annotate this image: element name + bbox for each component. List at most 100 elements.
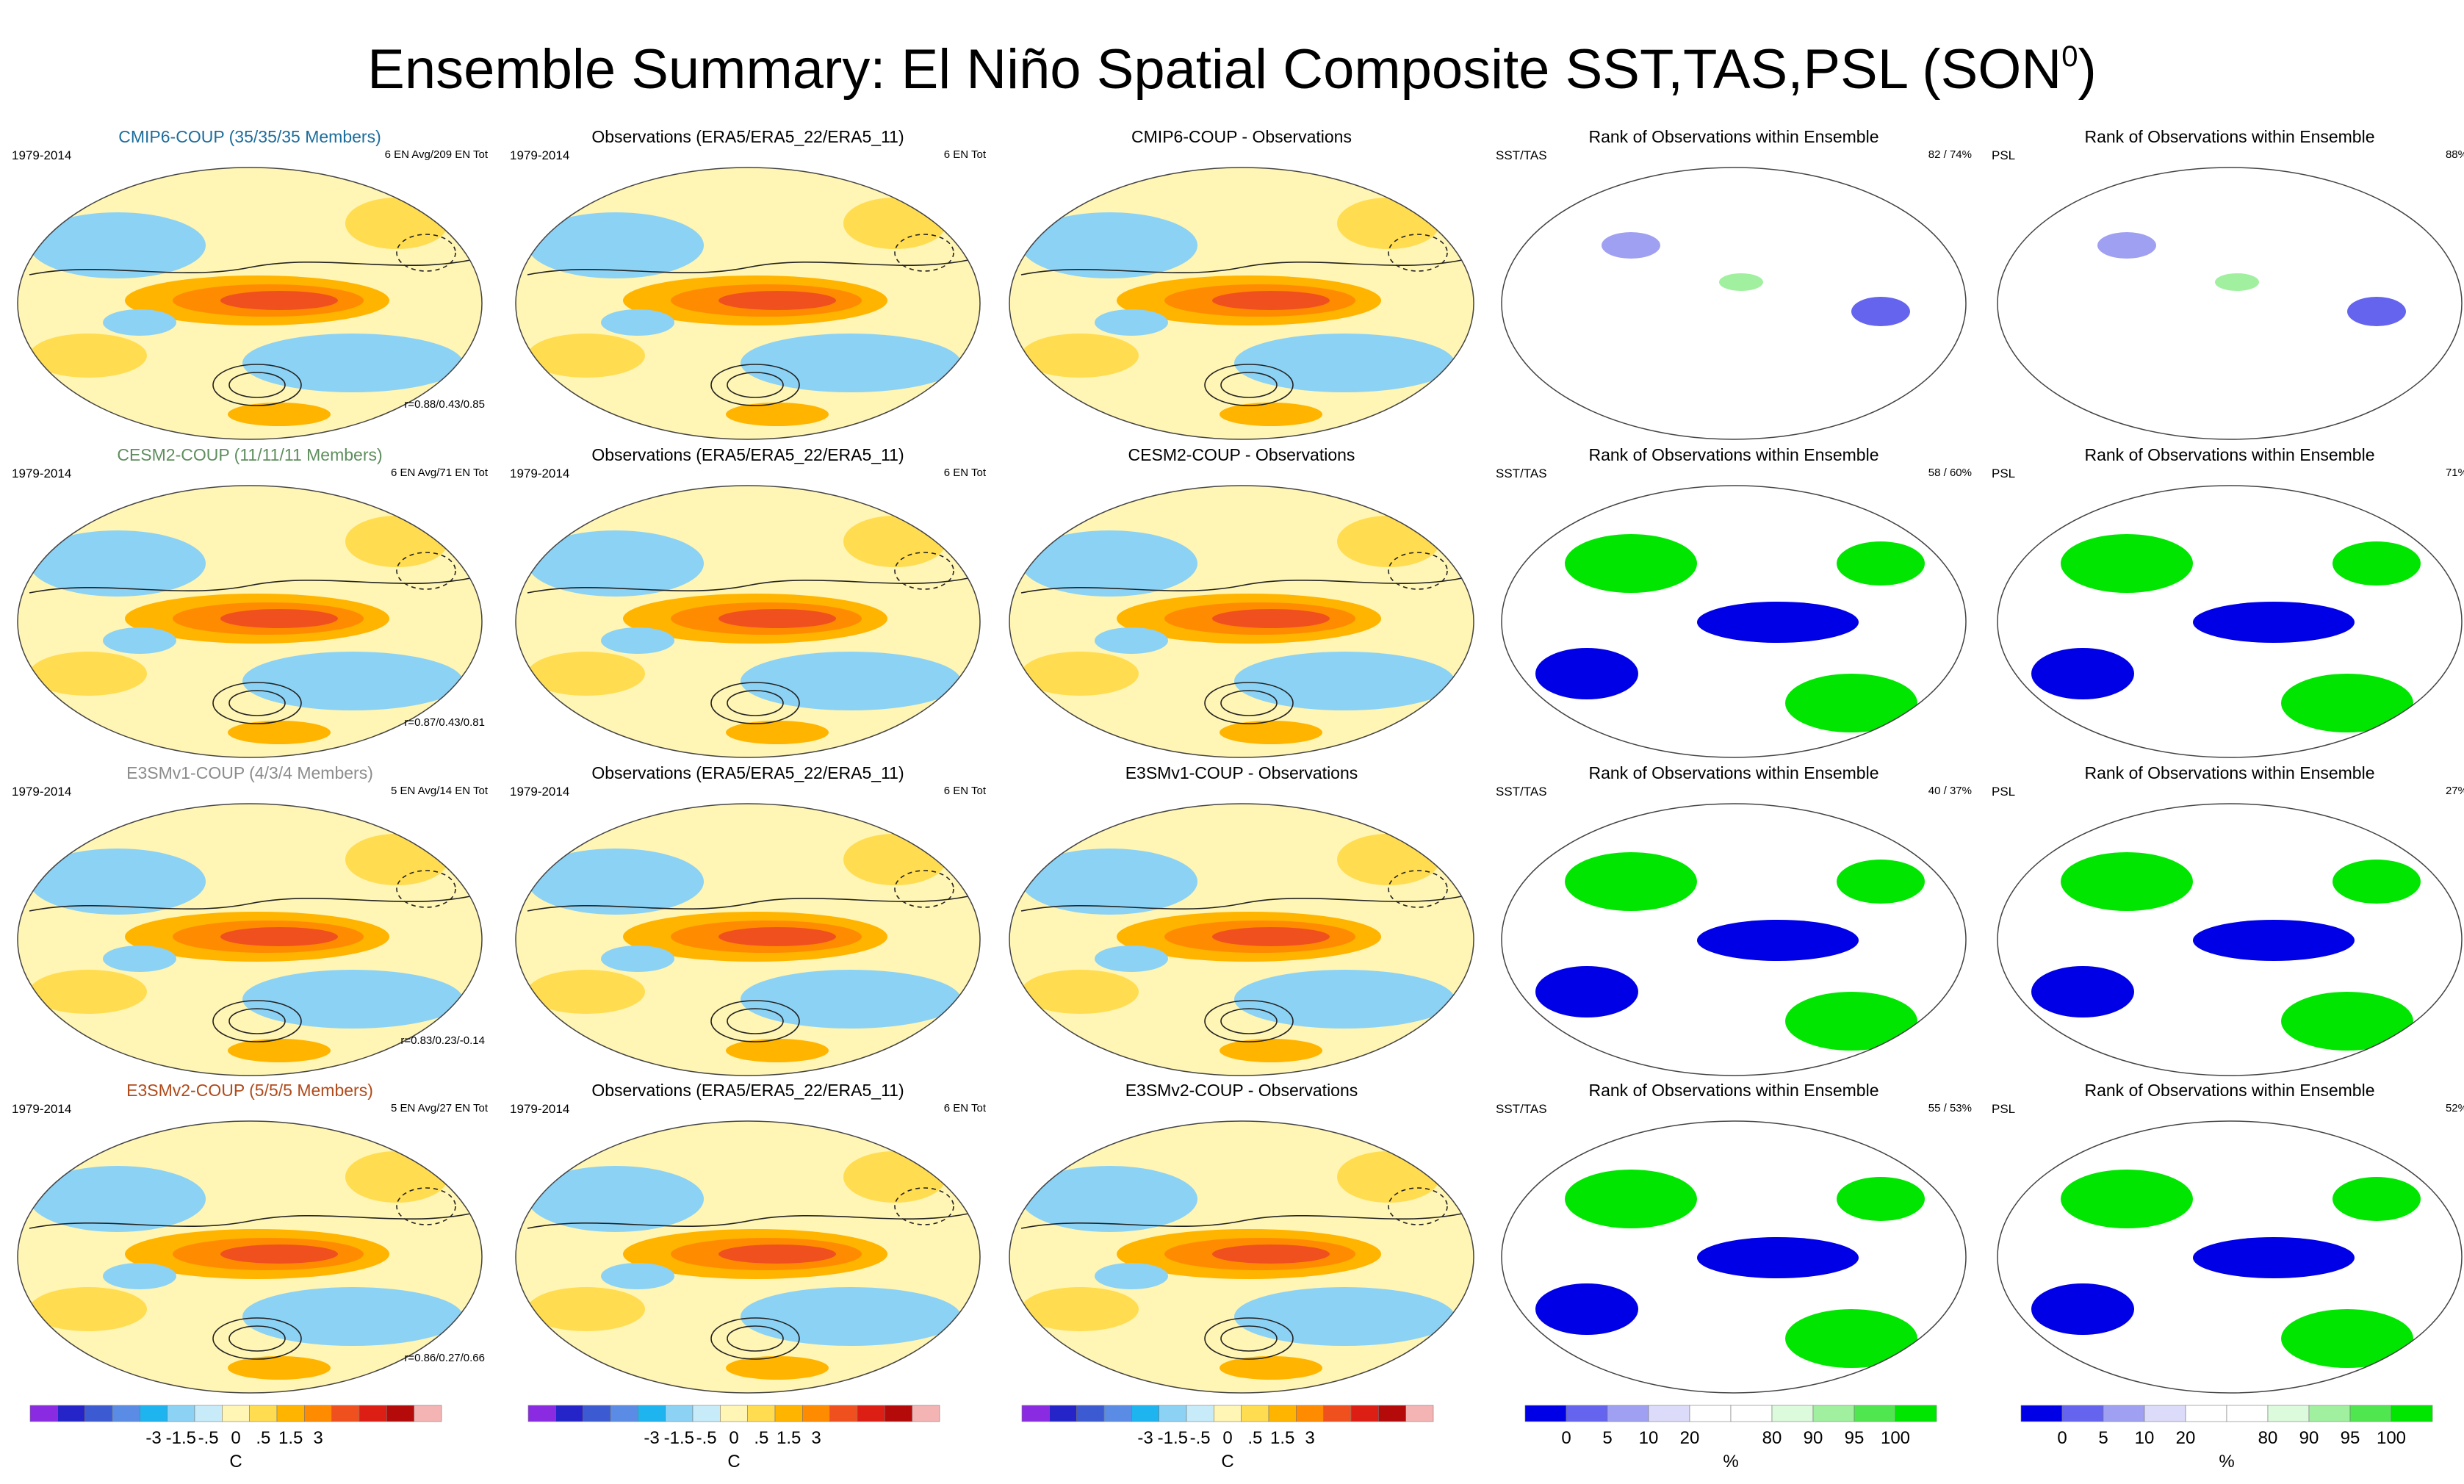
colorbar-tick-label: 3	[811, 1428, 821, 1448]
colorbar-swatch	[747, 1405, 776, 1422]
years-label: 1979-2014	[12, 148, 72, 162]
pattern-correlation: r=0.88/0.43/0.85	[404, 398, 485, 411]
colorbar-tick-label: .5	[256, 1428, 271, 1448]
colorbar-swatch	[1648, 1405, 1690, 1422]
colorbar-swatch	[885, 1405, 912, 1422]
colorbar-swatch	[2185, 1405, 2227, 1422]
colorbar-swatch	[857, 1405, 885, 1422]
colorbar-tick-label: 80	[2258, 1428, 2278, 1448]
variable-label: PSL	[1992, 1102, 2016, 1116]
variable-label: SST/TAS	[1496, 785, 1547, 799]
pattern-correlation: r=0.86/0.27/0.66	[404, 1352, 485, 1364]
colorbar-tick-label: 1.5	[1269, 1428, 1295, 1448]
map-model-row-1	[17, 167, 483, 440]
panel-obs-row-1: Observations (ERA5/ERA5_22/ERA5_11) 1979-…	[505, 126, 990, 442]
colorbar-tick-label: 5	[1602, 1428, 1613, 1448]
years-label: 1979-2014	[510, 1102, 570, 1116]
colorbar-swatch	[912, 1405, 940, 1422]
colorbar-unit: C	[1221, 1452, 1234, 1472]
colorbar-swatch	[1076, 1405, 1105, 1422]
panel-diff-row-1: CMIP6-COUP - Observations	[999, 126, 1484, 442]
colorbar-tick-label: -.5	[1189, 1428, 1211, 1448]
map-obs-row-1	[515, 167, 981, 440]
colorbar-swatch	[414, 1405, 442, 1422]
colorbar-tick-label: 0	[729, 1428, 739, 1448]
colorbar-swatch	[1186, 1405, 1214, 1422]
colorbar-swatch	[29, 1405, 58, 1422]
panel-title: E3SMv1-COUP - Observations	[1125, 763, 1358, 782]
colorbar-tick-label: .5	[1247, 1428, 1263, 1448]
colorbar-swatch	[304, 1405, 332, 1422]
colorbar-swatches	[1021, 1405, 1434, 1422]
colorbar-swatch	[2020, 1405, 2063, 1422]
map-rank-sst-row-3	[1501, 803, 1967, 1076]
colorbar-swatches	[2020, 1405, 2433, 1422]
panel-model-row-2: CESM2-COUP (11/11/11 Members) 1979-2014 6 …	[7, 444, 492, 760]
panel-title: CESM2-COUP (11/11/11 Members)	[117, 445, 383, 464]
colorbar-tick-label: -3	[1137, 1428, 1153, 1448]
colorbar-unit: C	[229, 1452, 242, 1472]
colorbar-tick-label: 20	[2175, 1428, 2196, 1448]
panel-title: Observations (ERA5/ERA5_22/ERA5_11)	[591, 1081, 904, 1100]
colorbar-swatch	[1524, 1405, 1567, 1422]
colorbar-swatch	[2226, 1405, 2269, 1422]
colorbar-swatch	[2144, 1405, 2186, 1422]
variable-label: PSL	[1992, 785, 2016, 799]
pattern-correlation: r=0.83/0.23/-0.14	[400, 1034, 485, 1047]
years-label: 1979-2014	[510, 467, 570, 480]
map-diff-row-3	[1009, 803, 1474, 1076]
panel-title: Observations (ERA5/ERA5_22/ERA5_11)	[591, 445, 904, 464]
composite-count: 6 EN Avg/71 EN Tot	[390, 467, 488, 479]
colorbar-tick-label: -.5	[198, 1428, 219, 1448]
colorbar-swatch	[1241, 1405, 1269, 1422]
colorbar-tick-label: 95	[1844, 1428, 1865, 1448]
colorbar-swatch	[2061, 1405, 2104, 1422]
percent-in-range: 58 / 60%	[1928, 467, 1972, 479]
colorbar-swatch	[1049, 1405, 1077, 1422]
colorbar-tick-label: 80	[1762, 1428, 1782, 1448]
map-rank-psl-row-4	[1997, 1120, 2463, 1394]
colorbar-swatches	[29, 1405, 442, 1422]
map-obs-row-4	[515, 1120, 981, 1394]
panel-title: E3SMv2-COUP - Observations	[1125, 1081, 1358, 1100]
percent-in-range: 82 / 74%	[1928, 148, 1972, 161]
colorbar-tick-label: 20	[1679, 1428, 1700, 1448]
map-obs-row-2	[515, 485, 981, 758]
variable-label: PSL	[1992, 467, 2016, 480]
colorbar-swatch	[555, 1405, 583, 1422]
colorbar-swatch	[2103, 1405, 2145, 1422]
colorbar-swatches	[1524, 1405, 1937, 1422]
variable-label: PSL	[1992, 148, 2016, 162]
panel-title: Observations (ERA5/ERA5_22/ERA5_11)	[591, 763, 904, 782]
colorbar-tick-label: 0	[231, 1428, 241, 1448]
panel-title: CMIP6-COUP (35/35/35 Members)	[118, 127, 381, 146]
variable-label: SST/TAS	[1496, 467, 1547, 480]
colorbar-swatch	[84, 1405, 113, 1422]
panel-obs-row-4: Observations (ERA5/ERA5_22/ERA5_11) 1979-…	[505, 1080, 990, 1396]
colorbar-swatch	[1895, 1405, 1937, 1422]
colorbar-swatch	[1296, 1405, 1324, 1422]
colorbar-tick-label: -1.5	[663, 1428, 695, 1448]
colorbar-swatch	[774, 1405, 803, 1422]
colorbar-tick-label: -3	[644, 1428, 660, 1448]
pattern-correlation: r=0.87/0.43/0.81	[404, 716, 485, 729]
colorbar-swatch	[638, 1405, 666, 1422]
panel-title: CESM2-COUP - Observations	[1128, 445, 1355, 464]
colorbar-tick-label: -3	[145, 1428, 162, 1448]
panel-model-row-3: E3SMv1-COUP (4/3/4 Members) 1979-2014 5 EN…	[7, 763, 492, 1078]
colorbar-swatch	[140, 1405, 167, 1422]
map-rank-sst-row-1	[1501, 167, 1967, 440]
colorbar-tick-label: 90	[2299, 1428, 2319, 1448]
colorbar-swatch	[222, 1405, 250, 1422]
colorbar-swatch	[1103, 1405, 1132, 1422]
variable-label: SST/TAS	[1496, 1102, 1547, 1116]
colorbar-tick-label: -1.5	[165, 1428, 197, 1448]
colorbar-tick-label: 95	[2340, 1428, 2360, 1448]
colorbar-tick-label: 0	[2057, 1428, 2067, 1448]
colorbar-5: 0 5 10 20 80 90 95 100%	[2020, 1405, 2464, 1478]
colorbar-1: -3 -1.5 -.5 0 .5 1.5 3 C	[29, 1405, 485, 1478]
percent-in-range: 40 / 37%	[1928, 785, 1972, 797]
panel-rank-sst-row-3: Rank of Observations within Ensemble SST/…	[1491, 763, 1976, 1078]
map-obs-row-3	[515, 803, 981, 1076]
colorbar-tick-label: 10	[1638, 1428, 1659, 1448]
